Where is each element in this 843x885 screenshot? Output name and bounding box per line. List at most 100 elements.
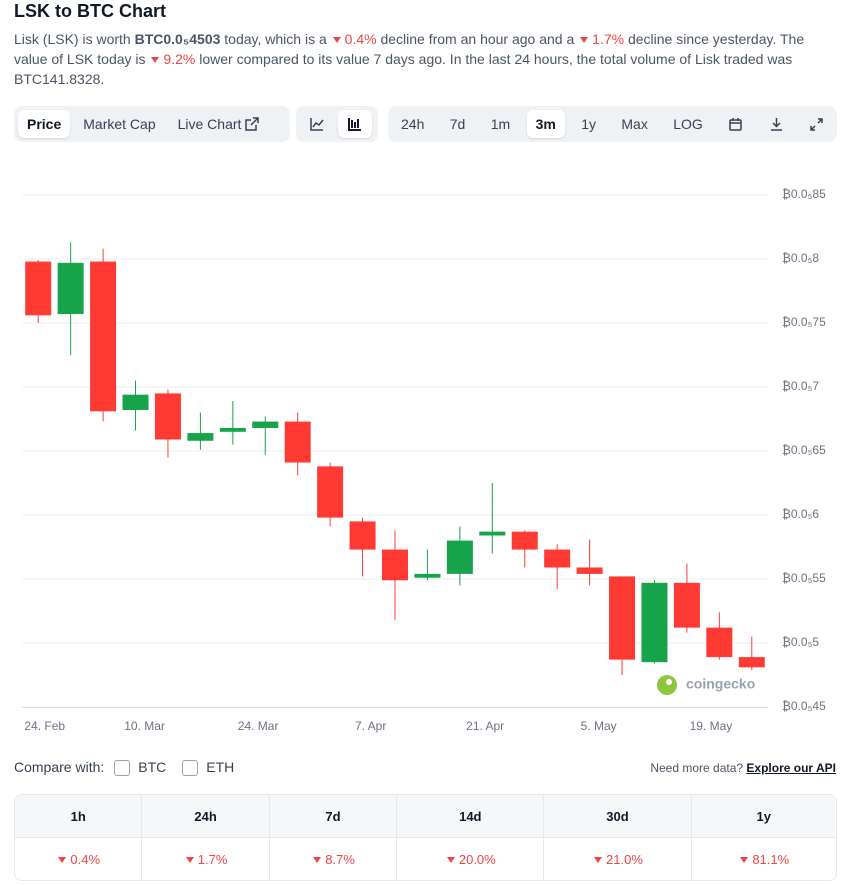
line-icon [310,118,324,131]
candle-body [57,262,84,315]
y-tick-label: ₿0.0₅75 [782,315,826,329]
candle-body [382,549,408,581]
candle-body [609,576,636,660]
candle-body [641,582,668,663]
tab[interactable]: Live Chart [169,110,269,138]
column-header: 30d [544,795,692,837]
chart: ₿0.0₅45 ₿0.0₅5 ₿0.0₅55 ₿0.0₅6 ₿0.0₅65 ₿0.0₅7 ₿… [22,187,826,733]
candle-icon [348,118,361,131]
column-header: 7d [269,795,398,837]
change: 20.0% [458,851,496,867]
cell: 20.0% [397,837,545,880]
hint: Need more data? [650,761,744,775]
summary: Lisk (LSK) is worth BTC0.0₅4503 today, w… [14,29,839,89]
compare-label: Compare with: [14,759,105,775]
change-table: 1h 24h 7d 14d 30d 1y 0.4% 1.7% 8.7% 20.0% 21.0% 81.… [14,794,837,881]
tab[interactable]: Market Cap [83,116,156,132]
candle-body [219,427,246,432]
x-tick-label: 7. Apr [355,719,386,733]
range[interactable]: 1m [490,116,511,132]
candle-body [317,466,344,518]
option: ETH [206,759,235,775]
cell: 8.7% [269,837,398,880]
candle-body [90,261,117,412]
y-tick-label: ₿0.0₅55 [782,571,826,585]
candle-body [349,521,376,550]
text: Lisk (LSK) is worth [14,31,135,47]
x-tick-label: 24. Feb [24,719,65,733]
y-tick-label: ₿0.0₅65 [782,443,826,457]
checkbox[interactable] [114,760,131,777]
page-title: LSK to BTC Chart [14,1,166,21]
text: decline since yesterday. The value of LS… [14,31,805,67]
fullscreen-button[interactable] [800,111,833,138]
candle-body [284,421,311,463]
x-tick-label: 21. Apr [466,719,504,733]
change: 8.7% [325,851,355,867]
cell: 21.0% [544,837,692,880]
candle-body [25,261,52,316]
change: 81.1% [752,851,790,867]
calendar-icon [729,117,742,131]
column-header: 14d [397,795,545,837]
range[interactable]: LOG [673,116,703,132]
change: 0.4% [70,851,101,867]
candle-body [511,531,538,550]
y-tick-label: ₿0.0₅6 [782,507,819,521]
column-header: 1h [15,795,143,837]
range[interactable]: 24h [401,116,425,132]
option: BTC [138,759,167,775]
candle-body [576,567,603,574]
candle-body [154,393,181,440]
text: lower compared to its value 7 days ago. … [14,51,793,87]
y-tick-label: ₿0.0₅8 [782,251,819,265]
range[interactable]: 1y [581,116,596,132]
y-tick-label: ₿0.0₅5 [782,635,819,649]
cell: 0.4% [15,837,143,880]
column-header: 1y [691,795,836,837]
api-link[interactable]: Explore our API [746,761,836,775]
checkbox[interactable] [182,760,199,777]
watermark-text: coingecko [686,676,755,692]
tab[interactable]: Price [18,110,71,138]
line-button[interactable] [300,110,334,138]
candle-body [479,531,506,536]
range[interactable]: 3m [526,110,565,138]
logo [657,675,677,695]
y-tick-label: ₿0.0₅7 [782,379,819,393]
change: 21.0% [606,851,643,867]
change: 1.7% [197,851,228,867]
header-row: 1h 24h 7d 14d 30d 1y [15,795,836,837]
candle-button[interactable] [338,110,372,138]
external-icon [245,117,260,131]
download-button[interactable] [760,111,793,138]
y-tick-label: ₿0.0₅85 [782,187,826,201]
range[interactable]: 7d [449,116,466,132]
x-tick-label: 24. Mar [238,719,279,733]
column-header: 24h [142,795,270,837]
candle-body [187,433,214,441]
range-tabs: 24h 7d 1m 3m 1y Max LOG [388,106,837,142]
candle-body [738,657,765,668]
x-tick-label: 10. Mar [124,719,165,733]
x-tick-label: 5. May [581,719,617,733]
candle-body [706,627,733,658]
chart-type [296,106,378,142]
x-tick-label: 19. May [690,719,733,733]
api-hint: Need more data? Explore our API [650,761,836,775]
view-tabs: Price Market Cap Live Chart [14,106,290,142]
candle-body [446,540,473,574]
tab-label: Live Chart [177,116,242,132]
compare: Compare with: BTC ETH [14,759,235,777]
data-row: 0.4% 1.7% 8.7% 20.0% 21.0% 81.1% [15,837,836,880]
y-tick-label: ₿0.0₅45 [782,699,826,713]
logo-eye [666,679,672,685]
range[interactable]: Max [621,116,648,132]
text: decline from an hour ago and a [376,31,579,47]
watermark: coingecko [657,675,755,695]
candle-body [252,421,279,428]
change: 0.4% [344,31,377,47]
cell: 1.7% [142,837,270,880]
calendar-button[interactable] [719,111,752,138]
